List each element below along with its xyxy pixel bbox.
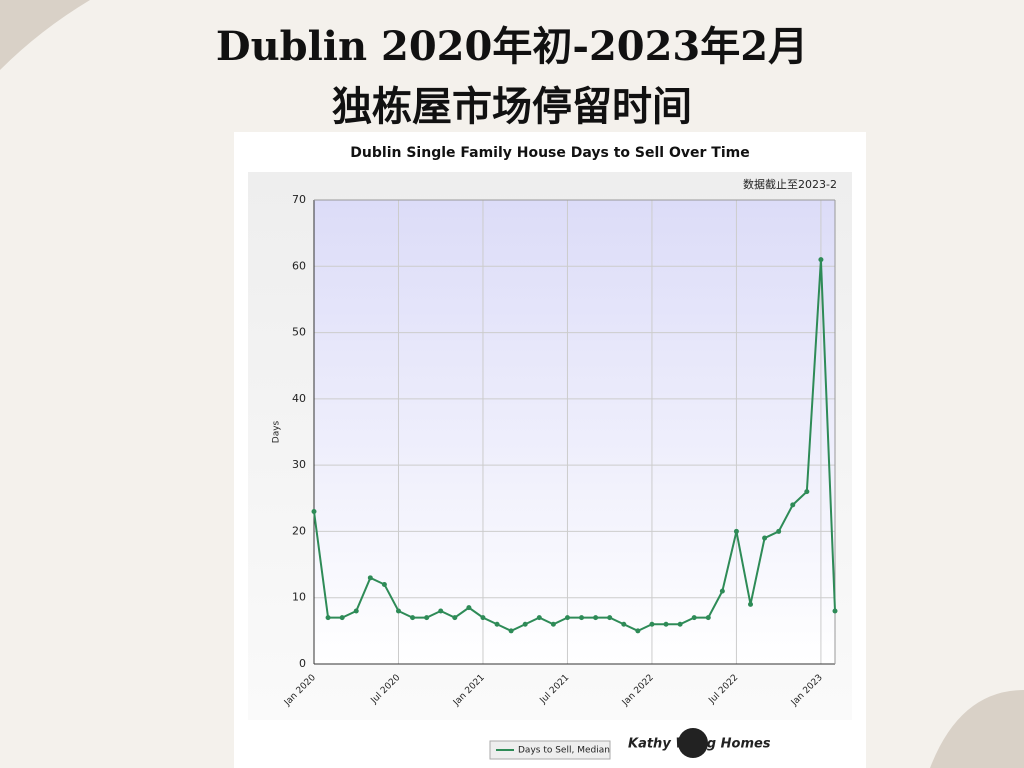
chart-title: Dublin Single Family House Days to Sell … (350, 145, 749, 161)
point (480, 615, 486, 621)
chart: Dublin Single Family House Days to Sell … (234, 132, 866, 768)
point (691, 615, 697, 621)
point (818, 257, 824, 263)
point (607, 615, 613, 621)
corner-shape (930, 690, 1024, 768)
series-line (313, 259, 836, 632)
point (536, 615, 542, 621)
point (424, 615, 430, 621)
y-tick-label: 30 (292, 458, 306, 471)
point (762, 535, 768, 541)
point (663, 621, 669, 627)
y-tick-label: 20 (292, 524, 306, 537)
point (621, 621, 627, 627)
point (776, 528, 782, 534)
y-tick-label: 70 (292, 193, 306, 206)
corner-shape (0, 0, 90, 70)
y-tick-label: 10 (292, 591, 306, 604)
point (649, 621, 655, 627)
point (733, 528, 739, 534)
y-axis-label: Days (272, 420, 282, 443)
annotation: 数据截止至2023-2 (743, 177, 837, 191)
point (635, 628, 641, 634)
point (353, 608, 359, 614)
point (564, 615, 570, 621)
point (790, 502, 796, 508)
y-tick-label: 0 (299, 657, 306, 670)
point (410, 615, 416, 621)
point (508, 628, 514, 634)
point (452, 615, 458, 621)
point (705, 615, 711, 621)
legend (489, 740, 611, 760)
page-title: Dublin 2020年初-2023年2月 (215, 23, 809, 70)
y-tick-label: 50 (292, 326, 306, 339)
point (466, 605, 472, 611)
point (522, 621, 528, 627)
legend-label: Days to Sell, Median (518, 746, 610, 756)
y-tick-label: 60 (292, 259, 306, 272)
point (719, 588, 725, 594)
point (367, 575, 373, 581)
point (804, 489, 810, 495)
point (748, 601, 754, 607)
point (438, 608, 444, 614)
plot-area (314, 200, 835, 664)
point (339, 615, 345, 621)
point (579, 615, 585, 621)
point (381, 581, 387, 587)
point (832, 608, 838, 614)
point (395, 608, 401, 614)
point (311, 509, 317, 515)
point (593, 615, 599, 621)
point (550, 621, 556, 627)
point (494, 621, 500, 627)
point (677, 621, 683, 627)
y-tick-label: 40 (292, 392, 306, 405)
brand-logo (678, 728, 708, 758)
page-subtitle: 独栋屋市场停留时间 (332, 83, 692, 130)
point (325, 615, 331, 621)
